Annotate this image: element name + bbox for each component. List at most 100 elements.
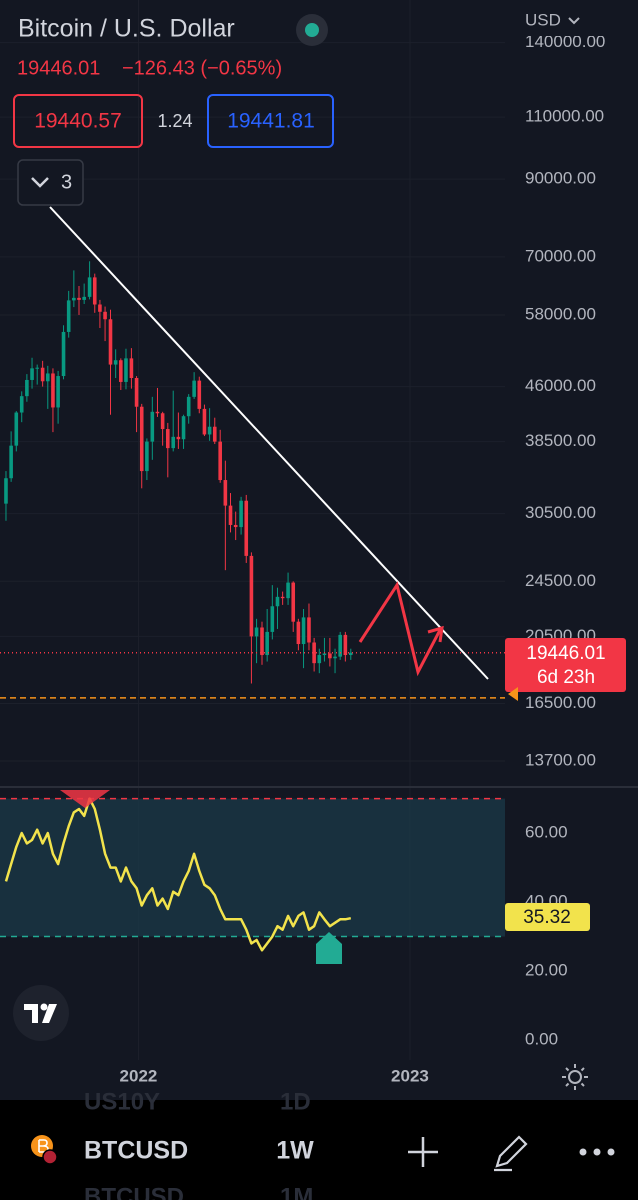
y-tick-label: 20.00 — [525, 961, 568, 980]
settings-icon[interactable] — [562, 1064, 588, 1090]
y-tick-label: 90000.00 — [525, 169, 596, 188]
x-tick-label: 2022 — [120, 1066, 158, 1085]
candle-body — [165, 429, 170, 449]
toolbar — [0, 1100, 638, 1200]
rsi-tag — [505, 903, 590, 931]
spread: 1.24 — [157, 111, 192, 131]
indicators-toggle[interactable] — [17, 159, 84, 206]
candle-body — [212, 426, 217, 442]
candle-body — [150, 411, 155, 442]
candle-body — [244, 500, 249, 556]
buy-button[interactable] — [207, 94, 334, 148]
ghost-symbol: BTCUSD — [84, 1183, 184, 1200]
usd-icon — [42, 1149, 58, 1165]
grid — [0, 0, 505, 1060]
draw-button[interactable] — [494, 1135, 528, 1172]
candle-body — [145, 441, 149, 472]
candle-body — [348, 652, 353, 656]
rsi-line — [4, 797, 352, 952]
rsi-band — [0, 798, 505, 937]
candle-body — [77, 297, 81, 300]
candle-body — [171, 436, 176, 449]
candle-body — [192, 380, 196, 397]
y-tick-label: 0.00 — [525, 1029, 558, 1048]
marks — [0, 261, 505, 952]
y-tick-label: 38500.00 — [525, 431, 596, 450]
market-status-dot — [305, 23, 319, 37]
candle-body — [61, 331, 66, 377]
y-tick-label: 58000.00 — [525, 304, 596, 323]
candle-body — [176, 436, 181, 440]
candle-body — [186, 396, 191, 417]
y-tick-label: 60.00 — [525, 823, 568, 842]
candle-body — [30, 368, 34, 380]
buy-signal — [316, 932, 342, 964]
candle-body — [134, 377, 139, 407]
candle-body — [312, 642, 316, 664]
candle-body — [317, 655, 322, 664]
candle-body — [155, 411, 160, 414]
logo-slash — [42, 1004, 57, 1023]
projection-arrow[interactable] — [358, 581, 442, 677]
y-tick-label: 140000.00 — [525, 32, 605, 51]
candle-body — [92, 277, 97, 305]
sell-button[interactable] — [13, 94, 143, 148]
candle-body — [129, 358, 134, 378]
tv-logo[interactable] — [13, 985, 69, 1041]
candle-body — [113, 360, 118, 365]
toolbar-symbol[interactable]: BTCUSD — [84, 1137, 188, 1165]
candle-body — [343, 634, 348, 656]
candle-body — [228, 505, 233, 525]
arrow-head — [427, 625, 444, 643]
candle-body — [260, 627, 264, 656]
candle-body — [14, 412, 19, 446]
more-button[interactable] — [579, 1148, 615, 1156]
candle-body — [72, 297, 76, 301]
alert-marker — [508, 687, 518, 701]
candle-body — [66, 300, 71, 332]
candle-body — [51, 373, 55, 408]
currency-chevron — [568, 17, 580, 25]
candle-body — [40, 367, 45, 382]
candle-body — [139, 406, 144, 472]
candle-body — [307, 617, 311, 643]
candle-body — [333, 656, 337, 659]
price-tag — [505, 638, 626, 692]
candle-body — [249, 555, 254, 637]
price-change: −126.43 (−0.65%) — [122, 57, 282, 79]
candle-body — [35, 367, 39, 369]
candle-body — [296, 621, 301, 645]
candle-body — [181, 416, 186, 440]
candle-body — [275, 596, 280, 607]
candle-body — [45, 373, 50, 382]
candle-body — [270, 606, 275, 632]
candle-body — [202, 408, 207, 435]
candle-body — [19, 396, 24, 413]
price-tag-countdown: 6d 23h — [537, 667, 595, 688]
y-tick-label: 46000.00 — [525, 376, 596, 395]
toolbar-interval[interactable]: 1W — [276, 1137, 314, 1165]
candle-body — [197, 380, 202, 409]
candle-body — [160, 413, 165, 430]
candle-body — [291, 582, 296, 622]
candle-body — [103, 311, 107, 320]
trend-line[interactable] — [49, 206, 489, 680]
axis-labels: 2022 202313700.0016500.0020500.0024500.00… — [120, 32, 606, 1085]
candle-body — [286, 582, 290, 599]
candle-body — [338, 634, 342, 657]
candle-body — [87, 277, 92, 297]
price-tag-value: 19446.01 — [526, 643, 605, 664]
candle-body — [124, 358, 128, 382]
candle-body — [98, 304, 102, 312]
logo-shape — [24, 1004, 38, 1023]
add-button[interactable] — [408, 1137, 438, 1167]
candle-body — [82, 296, 86, 300]
rsi-tag-value: 35.32 — [523, 907, 571, 928]
currency[interactable]: USD — [525, 10, 561, 29]
candle-body — [4, 478, 8, 504]
ghost-symbol: US10Y — [84, 1088, 160, 1115]
candle-body — [265, 631, 269, 656]
candle-body — [233, 524, 238, 528]
